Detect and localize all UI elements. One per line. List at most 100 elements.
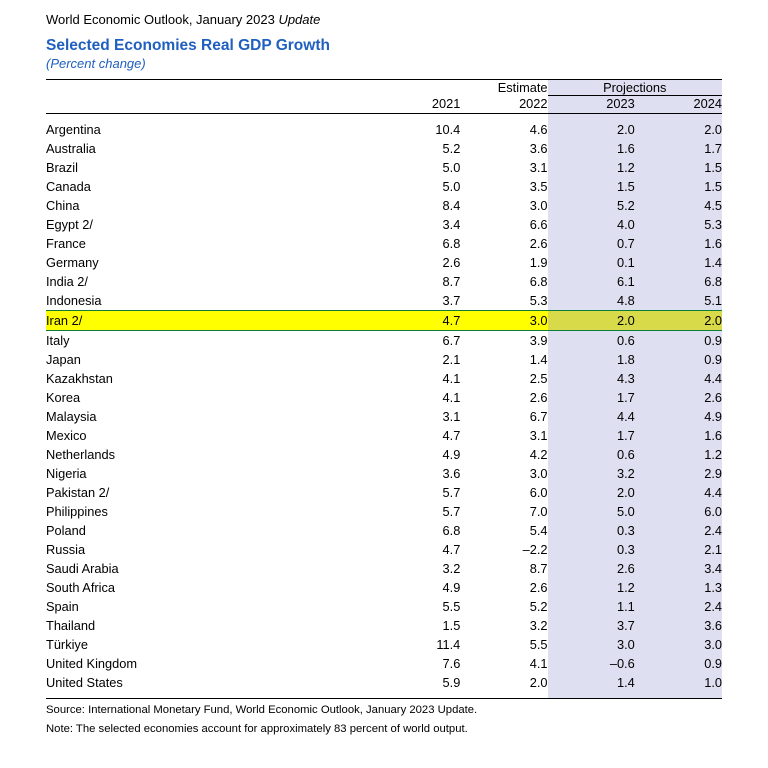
table-row: Japan2.11.41.80.9 (46, 350, 722, 369)
table-row: China8.43.05.24.5 (46, 196, 722, 215)
value-cell: 1.7 (548, 388, 635, 407)
value-cell: 2.6 (635, 388, 722, 407)
footer-note: Note: The selected economies account for… (46, 718, 722, 737)
source-text: World Economic Outlook, January 2023 (46, 12, 278, 27)
country-name: Kazakhstan (46, 369, 373, 388)
value-cell: 1.8 (548, 350, 635, 369)
year-col-2024: 2024 (635, 96, 722, 114)
value-cell: 4.7 (373, 311, 460, 331)
footer-source: Source: International Monetary Fund, Wor… (46, 699, 722, 718)
value-cell: 8.4 (373, 196, 460, 215)
gdp-table: Estimate Projections 2021 2022 2023 2024… (46, 79, 722, 699)
table-row: Mexico4.73.11.71.6 (46, 426, 722, 445)
year-col-2021: 2021 (373, 96, 460, 114)
table-row: Netherlands4.94.20.61.2 (46, 445, 722, 464)
table-row: Malaysia3.16.74.44.9 (46, 407, 722, 426)
value-cell: 3.6 (373, 464, 460, 483)
value-cell: 3.4 (635, 559, 722, 578)
table-row: Thailand1.53.23.73.6 (46, 616, 722, 635)
value-cell: 4.5 (635, 196, 722, 215)
value-cell: 5.4 (460, 521, 547, 540)
value-cell: 3.2 (460, 616, 547, 635)
value-cell: 4.1 (460, 654, 547, 673)
value-cell: 2.1 (635, 540, 722, 559)
value-cell: 1.2 (635, 445, 722, 464)
value-cell: 5.5 (460, 635, 547, 654)
table-row: Nigeria3.63.03.22.9 (46, 464, 722, 483)
page-title: Selected Economies Real GDP Growth (46, 37, 722, 55)
value-cell: 1.5 (635, 177, 722, 196)
header-row-years: 2021 2022 2023 2024 (46, 96, 722, 114)
country-name: Philippines (46, 502, 373, 521)
value-cell: 3.0 (460, 464, 547, 483)
value-cell: 5.0 (373, 158, 460, 177)
header-row-groups: Estimate Projections (46, 80, 722, 96)
value-cell: 5.7 (373, 502, 460, 521)
value-cell: 4.9 (635, 407, 722, 426)
value-cell: 4.9 (373, 578, 460, 597)
value-cell: 3.5 (460, 177, 547, 196)
country-name: Japan (46, 350, 373, 369)
table-row: United Kingdom7.64.1–0.60.9 (46, 654, 722, 673)
value-cell: 1.0 (635, 673, 722, 692)
value-cell: 5.3 (635, 215, 722, 234)
value-cell: 2.4 (635, 521, 722, 540)
value-cell: 3.1 (373, 407, 460, 426)
table-row: Philippines5.77.05.06.0 (46, 502, 722, 521)
value-cell: 5.2 (373, 139, 460, 158)
value-cell: 6.8 (460, 272, 547, 291)
country-name: Italy (46, 331, 373, 351)
country-name: India 2/ (46, 272, 373, 291)
value-cell: 1.2 (548, 578, 635, 597)
value-cell: 1.5 (548, 177, 635, 196)
value-cell: 2.0 (460, 673, 547, 692)
value-cell: 4.7 (373, 540, 460, 559)
country-name: Thailand (46, 616, 373, 635)
value-cell: 5.9 (373, 673, 460, 692)
value-cell: 2.1 (373, 350, 460, 369)
country-name: Türkiye (46, 635, 373, 654)
value-cell: 0.9 (635, 654, 722, 673)
table-row: France6.82.60.71.6 (46, 234, 722, 253)
value-cell: 1.1 (548, 597, 635, 616)
country-name: Poland (46, 521, 373, 540)
table-row: Pakistan 2/5.76.02.04.4 (46, 483, 722, 502)
value-cell: –2.2 (460, 540, 547, 559)
value-cell: 2.0 (635, 311, 722, 331)
country-name: South Africa (46, 578, 373, 597)
table-body: Argentina10.44.62.02.0Australia5.23.61.6… (46, 120, 722, 692)
country-name: Pakistan 2/ (46, 483, 373, 502)
value-cell: 2.6 (548, 559, 635, 578)
value-cell: 1.4 (635, 253, 722, 272)
value-cell: 4.4 (635, 369, 722, 388)
value-cell: 2.9 (635, 464, 722, 483)
table-row: Canada5.03.51.51.5 (46, 177, 722, 196)
value-cell: 5.0 (373, 177, 460, 196)
table-row: Australia5.23.61.61.7 (46, 139, 722, 158)
value-cell: 3.1 (460, 158, 547, 177)
value-cell: 1.9 (460, 253, 547, 272)
value-cell: 3.6 (635, 616, 722, 635)
value-cell: 2.0 (548, 311, 635, 331)
table-row: Korea4.12.61.72.6 (46, 388, 722, 407)
table-row: Russia4.7–2.20.32.1 (46, 540, 722, 559)
value-cell: 2.4 (635, 597, 722, 616)
value-cell: 3.0 (548, 635, 635, 654)
table-row: Germany2.61.90.11.4 (46, 253, 722, 272)
value-cell: 3.2 (373, 559, 460, 578)
value-cell: 1.7 (548, 426, 635, 445)
value-cell: 11.4 (373, 635, 460, 654)
table-row: South Africa4.92.61.21.3 (46, 578, 722, 597)
country-name: United Kingdom (46, 654, 373, 673)
country-name: United States (46, 673, 373, 692)
value-cell: 0.3 (548, 540, 635, 559)
value-cell: 8.7 (373, 272, 460, 291)
value-cell: 2.5 (460, 369, 547, 388)
value-cell: 4.3 (548, 369, 635, 388)
value-cell: 6.8 (373, 234, 460, 253)
country-name: Argentina (46, 120, 373, 139)
country-name: Brazil (46, 158, 373, 177)
value-cell: 0.6 (548, 445, 635, 464)
country-name: Indonesia (46, 291, 373, 311)
country-name: Egypt 2/ (46, 215, 373, 234)
